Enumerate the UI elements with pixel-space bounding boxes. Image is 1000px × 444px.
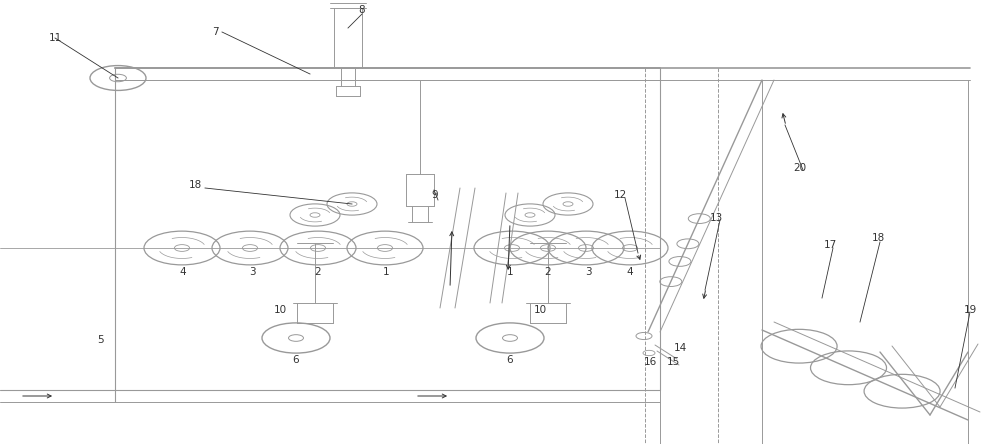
Text: 18: 18 bbox=[871, 233, 885, 243]
Text: 17: 17 bbox=[823, 240, 837, 250]
Text: 7: 7 bbox=[212, 27, 218, 37]
Text: 10: 10 bbox=[273, 305, 287, 315]
Text: 19: 19 bbox=[963, 305, 977, 315]
Text: 2: 2 bbox=[545, 267, 551, 277]
Text: 11: 11 bbox=[48, 33, 62, 43]
Text: 10: 10 bbox=[533, 305, 547, 315]
Text: 4: 4 bbox=[180, 267, 186, 277]
Text: 13: 13 bbox=[709, 213, 723, 223]
Text: 6: 6 bbox=[293, 355, 299, 365]
Text: 1: 1 bbox=[383, 267, 389, 277]
Text: 3: 3 bbox=[249, 267, 255, 277]
Text: 12: 12 bbox=[613, 190, 627, 200]
Text: 4: 4 bbox=[627, 267, 633, 277]
Text: 9: 9 bbox=[432, 190, 438, 200]
Text: 2: 2 bbox=[315, 267, 321, 277]
Text: 6: 6 bbox=[507, 355, 513, 365]
Text: 14: 14 bbox=[673, 343, 687, 353]
Text: 18: 18 bbox=[188, 180, 202, 190]
Text: 15: 15 bbox=[666, 357, 680, 367]
Text: 8: 8 bbox=[359, 5, 365, 15]
Text: 1: 1 bbox=[507, 267, 513, 277]
Text: 5: 5 bbox=[97, 335, 103, 345]
Text: 3: 3 bbox=[585, 267, 591, 277]
Text: 16: 16 bbox=[643, 357, 657, 367]
Text: 20: 20 bbox=[793, 163, 807, 173]
